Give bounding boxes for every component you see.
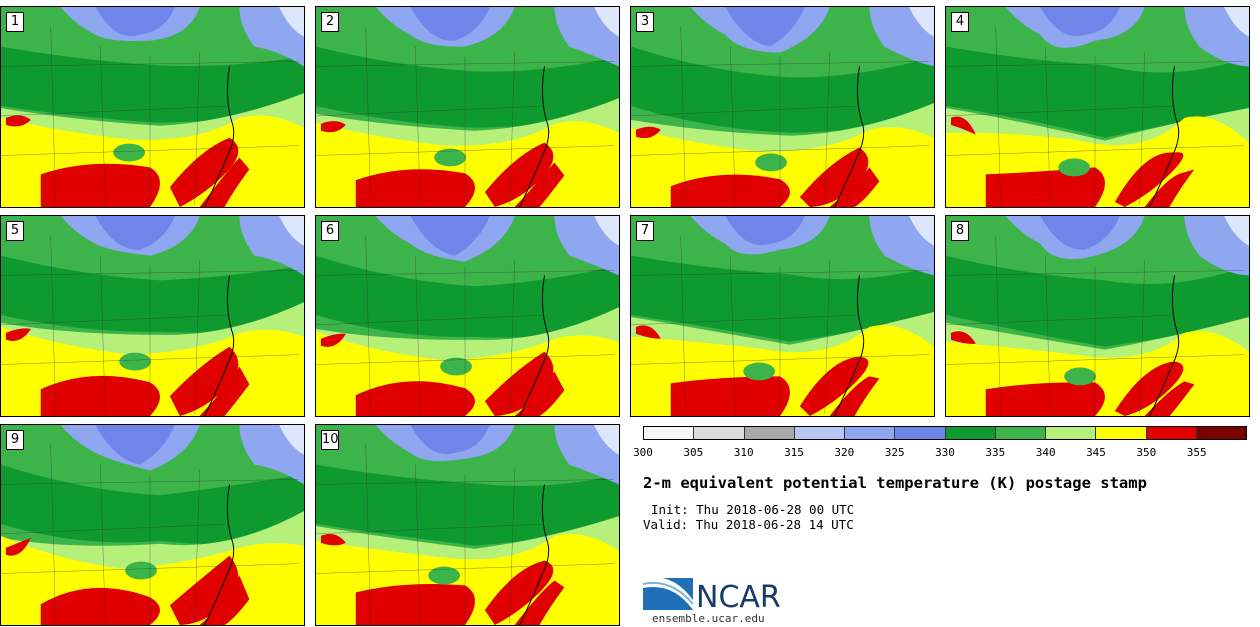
colorbar-tick-label: 320 [834,446,855,459]
panel-number: 2 [321,12,339,32]
map-panel-10: 10 [315,424,620,626]
logo-url: ensemble.ucar.edu [652,612,765,625]
map-panel-4: 4 [945,6,1250,208]
map-panel-6: 6 [315,215,620,417]
panel-number: 10 [321,430,339,450]
panel-number: 4 [951,12,969,32]
colorbar-cell [1096,427,1147,439]
colorbar-cell [845,427,896,439]
map-panel-5: 5 [0,215,305,417]
colorbar-tick-label: 305 [683,446,704,459]
colorbar-tick-label: 335 [985,446,1006,459]
colorbar-cell [945,427,996,439]
map-panel-7: 7 [630,215,935,417]
colorbar-cell [794,427,845,439]
map-panel-1: 1 [0,6,305,208]
colorbar-cell [644,427,695,439]
map-panel-8: 8 [945,215,1250,417]
colorbar-cell [744,427,795,439]
colorbar-cell [1146,427,1197,439]
ncar-logo-icon [643,576,694,610]
colorbar [643,426,1247,440]
panel-number: 8 [951,221,969,241]
colorbar-cell [1196,427,1246,439]
panel-number: 1 [6,12,24,32]
logo-text: NCAR [696,580,781,615]
colorbar-tick-label: 345 [1086,446,1106,459]
init-time: Init: Thu 2018-06-28 00 UTC [651,502,855,517]
figure-title: 2-m equivalent potential temperature (K)… [643,474,1147,492]
colorbar-tick-label: 340 [1035,446,1056,459]
colorbar-tick-label: 315 [784,446,804,459]
colorbar-tick-label: 330 [935,446,955,459]
colorbar-cell [895,427,946,439]
colorbar-tick-label: 355 [1186,446,1207,459]
map-panel-2: 2 [315,6,620,208]
panel-number: 5 [6,221,24,241]
panel-number: 6 [321,221,339,241]
map-panel-3: 3 [630,6,935,208]
colorbar-cell [694,427,745,439]
colorbar-tick-label: 350 [1136,446,1157,459]
map-panel-9: 9 [0,424,305,626]
panel-number: 9 [6,430,24,450]
panel-number: 7 [636,221,654,241]
colorbar-tick-label: 325 [884,446,905,459]
panel-number: 3 [636,12,654,32]
valid-time: Valid: Thu 2018-06-28 14 UTC [643,517,854,532]
colorbar-cell [1046,427,1097,439]
colorbar-tick-label: 310 [733,446,754,459]
colorbar-cell [995,427,1046,439]
colorbar-tick-label: 300 [633,446,653,459]
